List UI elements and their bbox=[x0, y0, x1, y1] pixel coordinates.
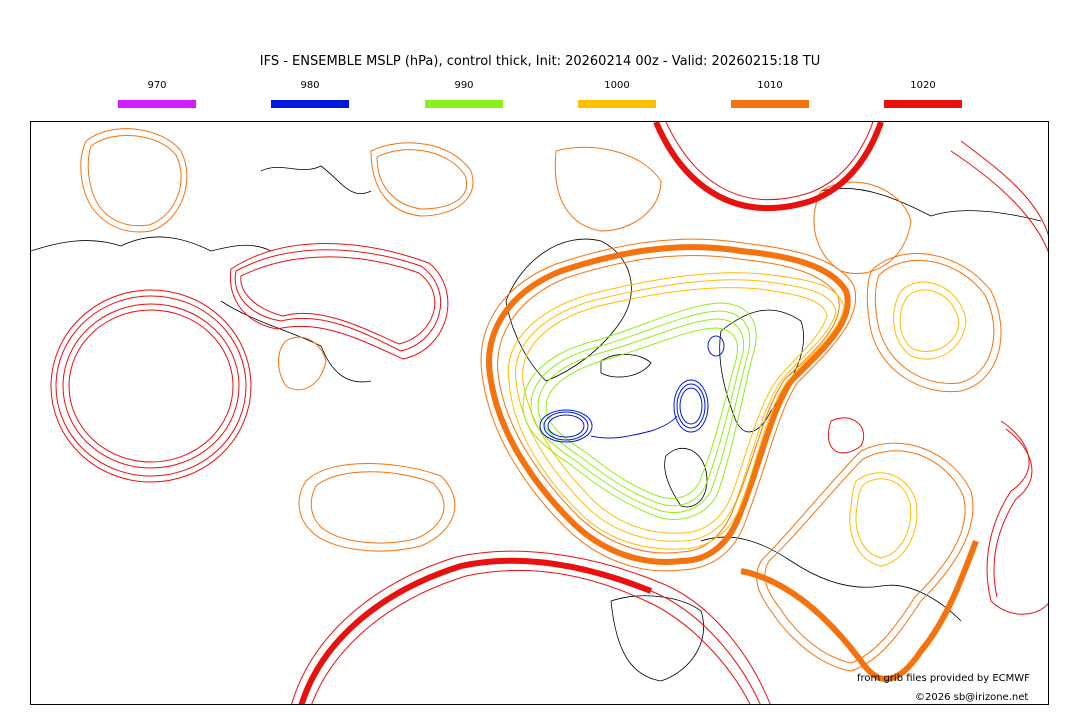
ridge-eurasia bbox=[986, 420, 1048, 615]
coastline-iberia bbox=[610, 595, 704, 682]
coastline-alaska-canada bbox=[31, 236, 272, 252]
control-thick-isobars bbox=[298, 122, 979, 704]
legend-item-1000: 1000 bbox=[578, 80, 656, 108]
legend-label: 980 bbox=[300, 80, 320, 91]
legend-label: 1000 bbox=[604, 80, 630, 91]
ridge-siberia bbox=[960, 140, 1048, 236]
legend-swatch bbox=[425, 100, 503, 108]
legend-label: 1020 bbox=[910, 80, 936, 91]
map-frame bbox=[30, 121, 1049, 705]
isobars-1010 bbox=[80, 128, 1002, 672]
legend-item-1010: 1010 bbox=[731, 80, 809, 108]
main-trough-1010 bbox=[488, 246, 849, 563]
source-credit: from grib files provided by ECMWF bbox=[857, 673, 1030, 684]
legend-label: 1010 bbox=[757, 80, 783, 91]
coastline-greenland bbox=[505, 238, 632, 382]
coastline-arctic-islands bbox=[260, 165, 372, 195]
high-balkans-1000 bbox=[849, 472, 918, 567]
ridge-canadian-arctic bbox=[234, 249, 442, 352]
map-title: IFS - ENSEMBLE MSLP (hPa), control thick… bbox=[259, 54, 821, 69]
copyright-credit: ©2026 sb@irizone.net bbox=[915, 692, 1029, 703]
isobar-map bbox=[31, 122, 1048, 704]
coastline-iceland bbox=[600, 354, 652, 378]
legend-swatch bbox=[271, 100, 349, 108]
legend-item-1020: 1020 bbox=[884, 80, 962, 108]
low-center-west bbox=[543, 411, 589, 441]
isobars-990 bbox=[522, 302, 757, 520]
ridge-mid-atlantic bbox=[301, 560, 761, 704]
control-1010-trough bbox=[486, 244, 851, 565]
high-russia-1000 bbox=[893, 281, 967, 360]
isobars-980 bbox=[539, 335, 725, 443]
control-1020-arctic bbox=[653, 122, 884, 212]
legend-swatch bbox=[731, 100, 809, 108]
high-russia-1010 bbox=[866, 253, 1002, 393]
legend-label: 990 bbox=[454, 80, 474, 91]
coastline-arctic-russia bbox=[820, 187, 1042, 222]
low-atlantic-1010 bbox=[298, 463, 456, 552]
coastline-hudson bbox=[220, 300, 372, 383]
coastline-british-isles bbox=[664, 447, 708, 508]
high-north-pacific bbox=[55, 295, 247, 477]
ridge-balkans bbox=[827, 417, 865, 454]
europe-1010 bbox=[756, 442, 974, 672]
legend-swatch bbox=[884, 100, 962, 108]
control-1020-atlantic bbox=[298, 557, 653, 704]
control-1010-europe bbox=[740, 539, 979, 683]
legend-item-990: 990 bbox=[425, 80, 503, 108]
legend-item-970: 970 bbox=[118, 80, 196, 108]
trough-1000 bbox=[514, 279, 837, 542]
legend-label: 970 bbox=[147, 80, 167, 91]
low-hudson-1010 bbox=[278, 336, 327, 391]
low-center-north bbox=[707, 335, 725, 357]
legend-swatch bbox=[118, 100, 196, 108]
legend-item-980: 980 bbox=[271, 80, 349, 108]
greenland-1010 bbox=[554, 146, 662, 232]
coastline-scandinavia bbox=[719, 309, 805, 433]
arctic-1010 bbox=[370, 142, 474, 217]
trough-990 bbox=[530, 310, 751, 514]
low-alaska-1010 bbox=[80, 128, 188, 233]
ridge-arctic-ocean bbox=[655, 122, 882, 209]
legend-swatch bbox=[578, 100, 656, 108]
coastline-europe bbox=[700, 536, 962, 622]
high-scandinavia-1010 bbox=[813, 181, 912, 275]
low-center-east bbox=[676, 383, 706, 429]
isobars-1000 bbox=[507, 272, 967, 567]
